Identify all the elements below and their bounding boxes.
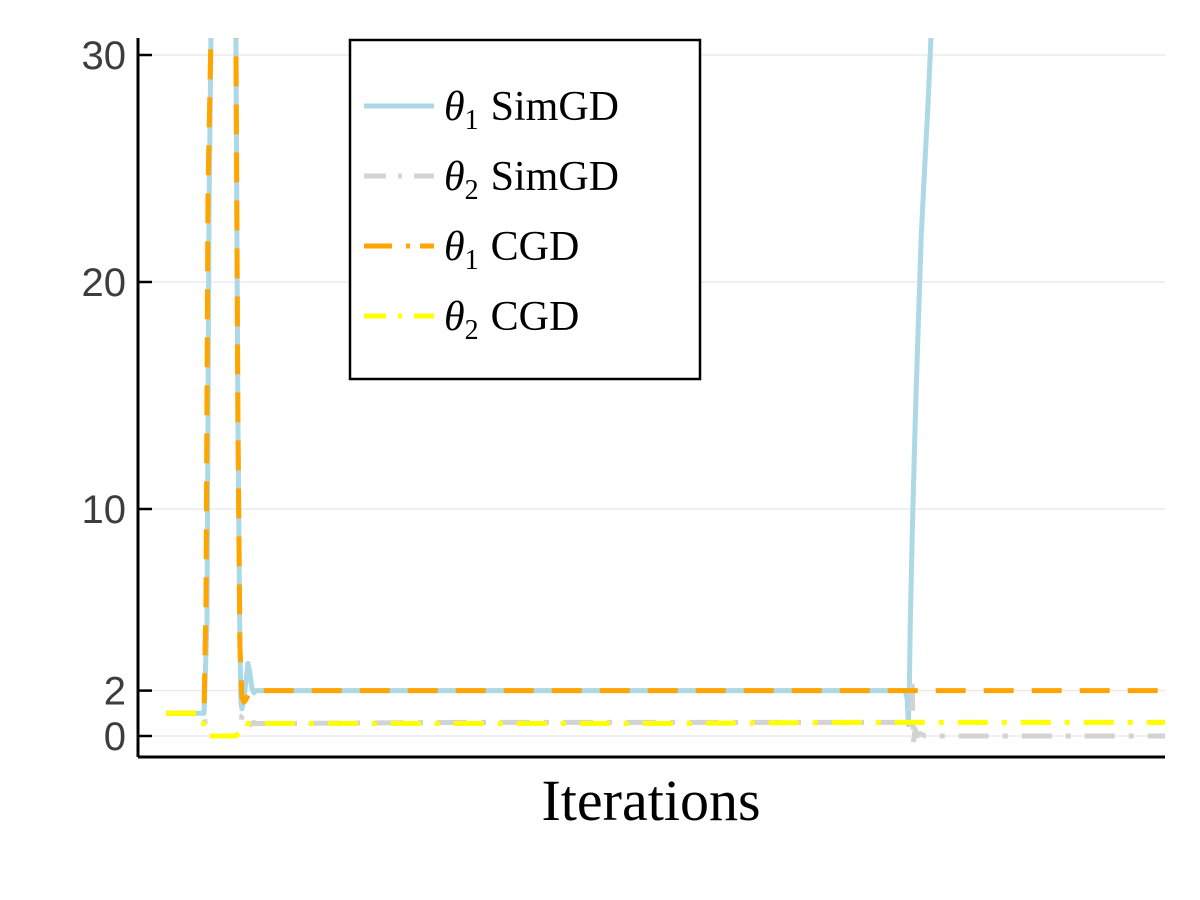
legend-box bbox=[348, 38, 702, 381]
legend-label-2: θ2 SimGD bbox=[444, 154, 619, 206]
legend-label-1: θ1 SimGD bbox=[444, 84, 619, 136]
x-axis-title: Iterations bbox=[541, 768, 760, 833]
series-line-3 bbox=[166, 38, 1165, 716]
y-tick-label-0: 0 bbox=[104, 715, 126, 759]
series-lines bbox=[166, 38, 1165, 746]
y-tick-label-2: 2 bbox=[104, 670, 126, 714]
y-tick-label-30: 30 bbox=[82, 34, 127, 78]
series-line-2 bbox=[166, 683, 1165, 746]
legend-label-4: θ2 CGD bbox=[444, 294, 579, 346]
legend: θ1 SimGD θ2 SimGD θ1 CGD θ2 CGD bbox=[348, 38, 702, 381]
y-ticks: 02 10 20 30 bbox=[82, 34, 152, 759]
axes bbox=[136, 38, 1165, 759]
legend-label-3: θ1 CGD bbox=[444, 224, 579, 276]
series-line-1 bbox=[166, 38, 934, 728]
y-tick-label-10: 10 bbox=[82, 488, 127, 532]
y-tick-label-20: 20 bbox=[82, 261, 127, 305]
